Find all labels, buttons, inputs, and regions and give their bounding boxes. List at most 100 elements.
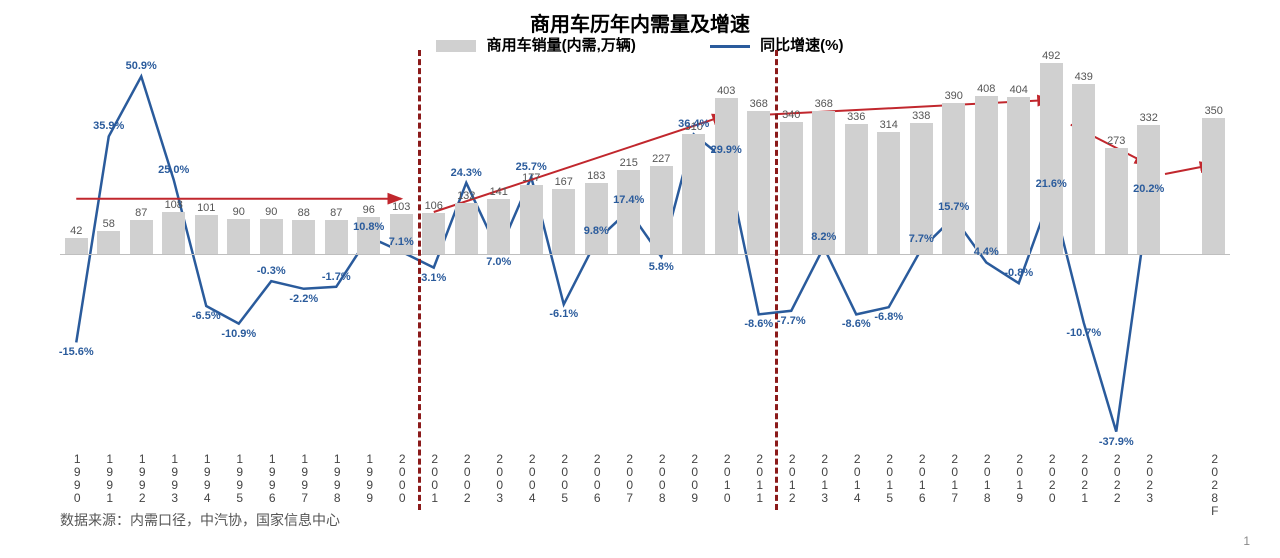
bar-value-label: 403 [711,85,741,97]
growth-value-label: -0.3% [249,265,293,277]
growth-value-label: 25.0% [152,164,196,176]
bar-value-label: 90 [256,206,286,218]
legend-bar-label: 商用车销量(内需,万辆) [487,37,636,54]
bar [715,98,738,254]
bar [292,220,315,254]
period-divider [775,50,778,510]
growth-value-label: 35.9% [87,120,131,132]
bar-value-label: 132 [451,190,481,202]
bar-value-label: 492 [1036,50,1066,62]
x-axis-label: 1996 [265,452,279,504]
bar [260,219,283,254]
growth-value-label: 4.4% [964,246,1008,258]
growth-value-label: 9.8% [574,225,618,237]
growth-value-label: -7.7% [769,315,813,327]
bar-value-label: 340 [776,109,806,121]
bar-value-label: 350 [1199,105,1229,117]
x-axis-label: 2007 [623,452,637,504]
source-label: 数据来源：内需口径，中汽协，国家信息中心 [60,510,340,530]
x-axis-label: 2028F [1208,452,1222,517]
bar-value-label: 314 [874,119,904,131]
bar-value-label: 332 [1134,112,1164,124]
growth-value-label: -0.8% [997,267,1041,279]
bar-value-label: 439 [1069,71,1099,83]
x-axis-label: 1993 [168,452,182,504]
bar-value-label: 215 [614,157,644,169]
x-axis-label: 2012 [785,452,799,504]
bar [1202,118,1225,254]
bar-value-label: 338 [906,110,936,122]
bar-value-label: 88 [289,207,319,219]
bar-value-label: 273 [1101,135,1131,147]
growth-value-label: -1.7% [314,271,358,283]
bar-value-label: 90 [224,206,254,218]
x-axis-label: 2002 [460,452,474,504]
x-axis-label: 2008 [655,452,669,504]
growth-value-label: 24.3% [444,167,488,179]
chart-container: 商用车历年内需量及增速 商用车销量(内需,万辆) 同比增速(%) 4219905… [0,0,1280,558]
page-number: 1 [1243,534,1250,548]
bar [552,189,575,254]
bar [942,103,965,254]
bar [780,122,803,254]
bar-value-label: 87 [321,207,351,219]
chart-title: 商用车历年内需量及增速 [0,8,1280,37]
plot-area: 4219905819918719921081993101199490199590… [60,60,1230,440]
legend-bar-swatch [436,40,476,52]
x-axis-label: 1991 [103,452,117,504]
bar [845,124,868,254]
bar-value-label: 368 [744,98,774,110]
bar-value-label: 96 [354,204,384,216]
bar-value-label: 368 [809,98,839,110]
bar [97,231,120,253]
bar-value-label: 87 [126,207,156,219]
bar [487,199,510,254]
legend-line-label: 同比增速(%) [760,37,843,54]
bar-value-label: 141 [484,186,514,198]
growth-value-label: 20.2% [1127,183,1171,195]
growth-value-label: -15.6% [54,346,98,358]
growth-value-label: 7.1% [379,236,423,248]
x-axis-label: 2016 [915,452,929,504]
bar-value-label: 404 [1004,84,1034,96]
x-axis-label: 2020 [1045,452,1059,504]
x-axis-label: 2014 [850,452,864,504]
bar-value-label: 108 [159,199,189,211]
growth-value-label: 7.7% [899,233,943,245]
bar [1072,84,1095,254]
x-axis-label: 2005 [558,452,572,504]
bar [390,214,413,254]
x-axis-label: 2010 [720,452,734,504]
x-axis-label: 1995 [233,452,247,504]
bar-value-label: 390 [939,90,969,102]
bar-value-label: 167 [549,176,579,188]
x-axis-label: 2003 [493,452,507,504]
bar-value-label: 101 [191,202,221,214]
growth-value-label: 36.4% [672,118,716,130]
growth-value-label: 8.2% [802,231,846,243]
chart-legend: 商用车销量(内需,万辆) 同比增速(%) [0,34,1280,55]
axis-baseline [60,254,1230,255]
growth-value-label: 25.7% [509,161,553,173]
growth-value-label: -10.9% [217,328,261,340]
bar [1007,97,1030,254]
bar [195,215,218,254]
growth-value-label: -6.1% [542,308,586,320]
growth-value-label: 17.4% [607,194,651,206]
legend-line-swatch [710,45,750,48]
growth-value-label: 15.7% [932,201,976,213]
growth-value-label: -10.7% [1062,327,1106,339]
growth-value-label: 5.8% [639,261,683,273]
growth-value-label: 3.1% [412,272,456,284]
bar [422,213,445,254]
bar [650,166,673,254]
x-axis-label: 2013 [818,452,832,504]
bar [1040,63,1063,254]
bar-value-label: 106 [419,200,449,212]
bar [130,220,153,254]
x-axis-label: 2001 [428,452,442,504]
growth-value-label: -6.5% [184,310,228,322]
x-axis-label: 2000 [395,452,409,504]
bar-value-label: 58 [94,218,124,230]
bar [617,170,640,253]
